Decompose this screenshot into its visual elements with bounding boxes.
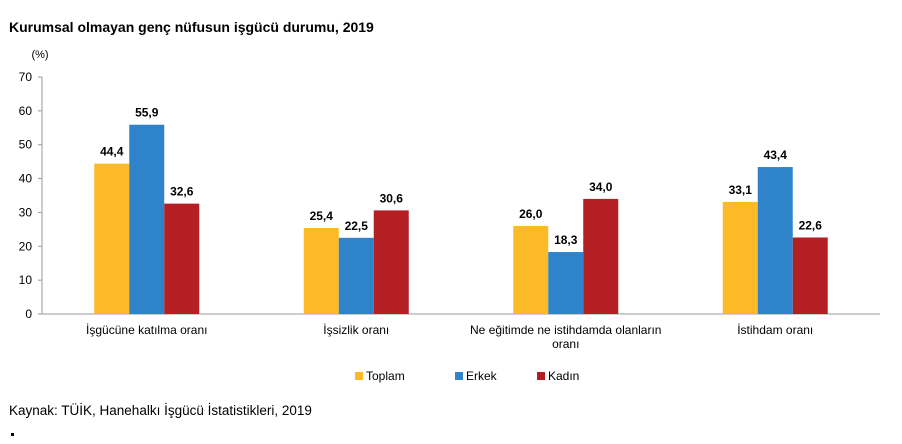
data-label: 33,1	[729, 183, 753, 197]
y-axis-ticks: 0 10 20 30 40 50 60 70	[19, 70, 42, 321]
data-label: 30,6	[380, 191, 404, 205]
category-label: Ne eğitimde ne istihdamda olanların oranı	[470, 323, 661, 351]
category-label-line: oranı	[552, 337, 579, 351]
legend-swatch	[455, 372, 463, 380]
data-labels: 44,4 55,9 32,6 25,4 22,5 30,6 26,0 18,3 34,0 33,1…	[100, 106, 822, 247]
data-label: 25,4	[310, 209, 334, 223]
bar	[792, 237, 828, 314]
data-label: 32,6	[170, 185, 194, 199]
bar	[757, 167, 793, 314]
bar	[164, 203, 200, 314]
data-label: 34,0	[589, 180, 613, 194]
category-label-line: İstihdam oranı	[737, 323, 813, 337]
bar	[338, 237, 374, 314]
legend-swatch	[355, 372, 363, 380]
bar	[548, 252, 584, 314]
y-tick-label: 10	[19, 273, 33, 287]
data-label: 26,0	[519, 207, 543, 221]
y-axis-unit: (%)	[31, 49, 48, 61]
source-note: Kaynak: TÜİK, Hanehalkı İşgücü İstatisti…	[9, 403, 312, 418]
y-tick-label: 50	[19, 138, 33, 152]
category-label: İstihdam oranı	[737, 323, 813, 337]
bar	[513, 225, 549, 314]
data-label: 22,5	[345, 219, 369, 233]
category-label-line: İşgücüne katılma oranı	[86, 323, 207, 337]
bar	[129, 124, 165, 314]
chart-title: Kurumsal olmayan genç nüfusun işgücü dur…	[9, 19, 374, 35]
category-labels: İşgücüne katılma oranı İşsizlik oranı Ne e…	[86, 323, 813, 351]
y-tick-label: 60	[19, 104, 33, 118]
category-label: İşsizlik oranı	[323, 323, 389, 337]
data-label: 55,9	[135, 106, 159, 120]
bar	[303, 228, 339, 314]
y-tick-label: 20	[19, 239, 33, 253]
legend-label: Toplam	[366, 369, 405, 383]
category-label: İşgücüne katılma oranı	[86, 323, 207, 337]
legend-label: Kadın	[548, 369, 579, 383]
data-label: 22,6	[799, 218, 823, 232]
y-tick-label: 70	[19, 70, 33, 84]
y-tick-label: 30	[19, 205, 33, 219]
bars	[94, 124, 828, 314]
data-label: 44,4	[100, 145, 124, 159]
bar	[583, 198, 619, 314]
bar	[94, 163, 130, 314]
category-label-line: İşsizlik oranı	[323, 323, 389, 337]
data-label: 18,3	[554, 233, 578, 247]
legend: Toplam Erkek Kadın	[355, 369, 579, 383]
data-label: 43,4	[764, 148, 788, 162]
bar	[373, 210, 409, 314]
category-label-line: Ne eğitimde ne istihdamda olanların	[470, 323, 661, 337]
y-tick-label: 0	[25, 307, 32, 321]
y-tick-label: 40	[19, 172, 33, 186]
legend-swatch	[537, 372, 545, 380]
bar	[722, 201, 758, 314]
dot-mark	[11, 433, 14, 436]
legend-label: Erkek	[466, 369, 498, 383]
